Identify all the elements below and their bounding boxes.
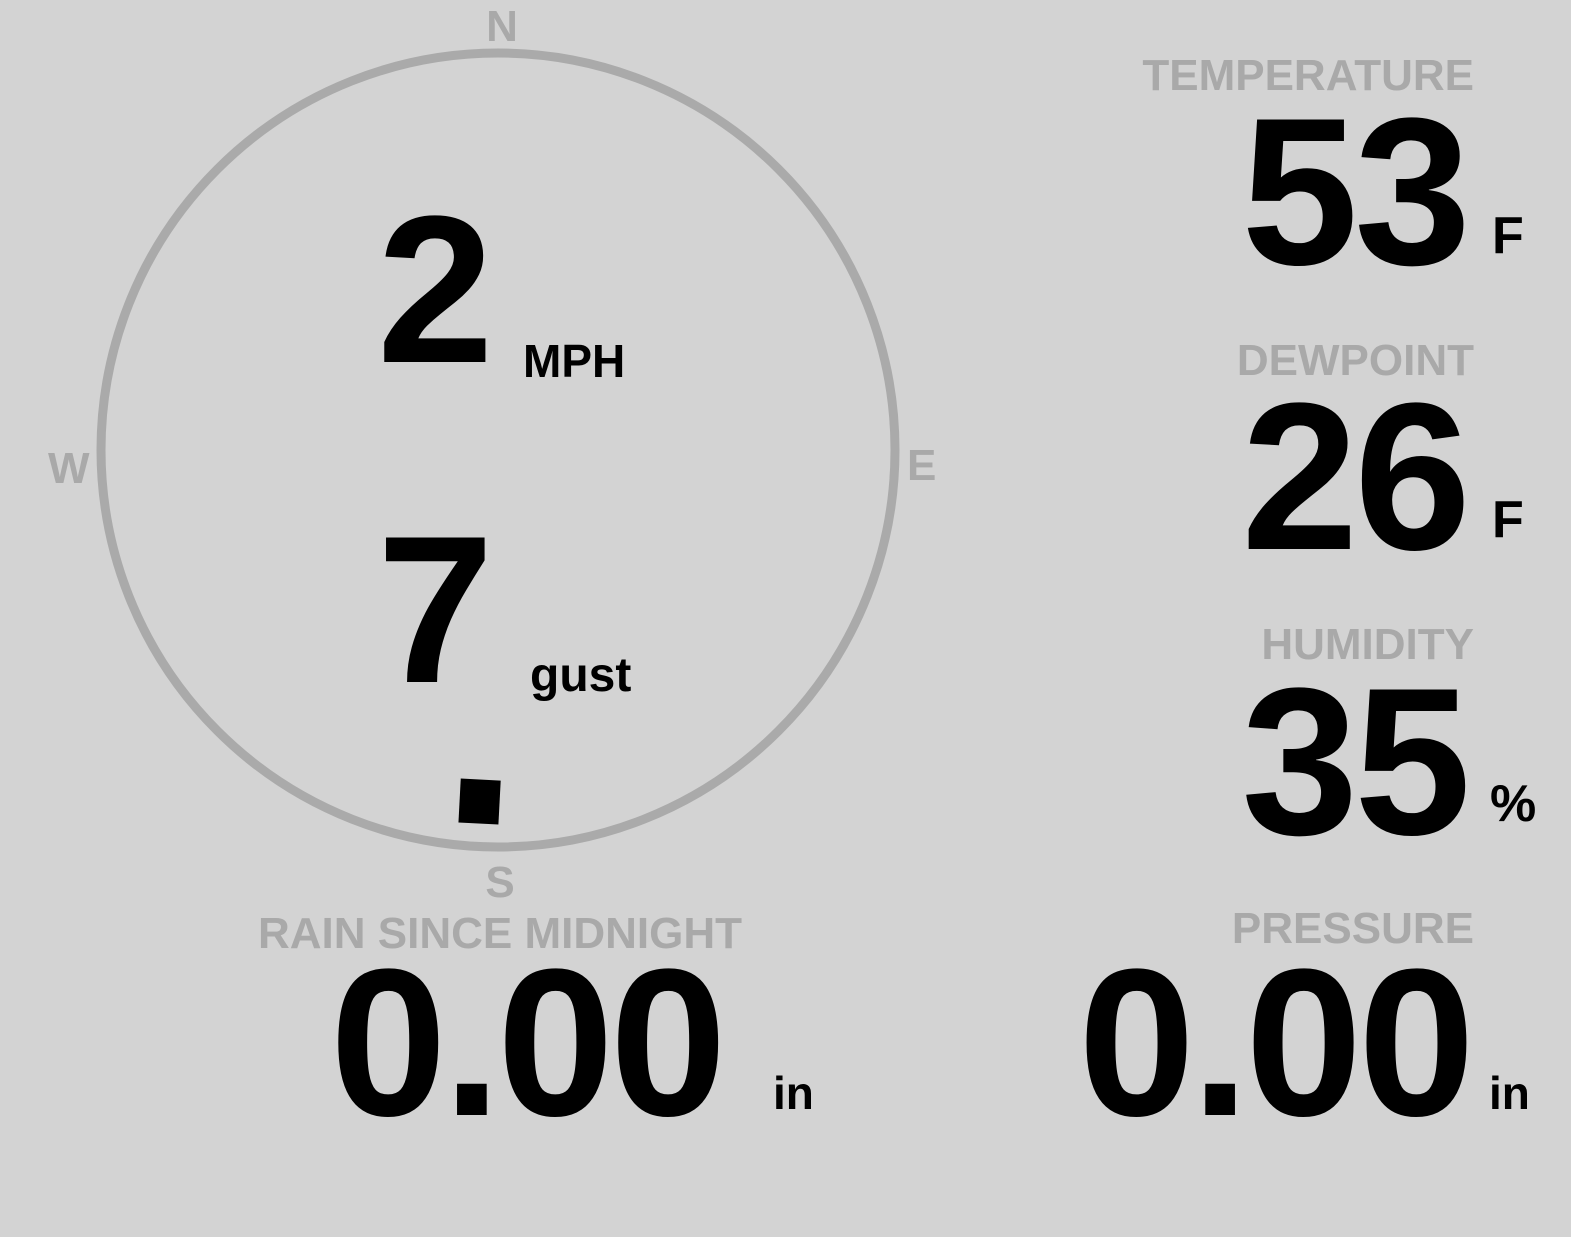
- compass-east-label: E: [907, 441, 937, 490]
- dewpoint-label: DEWPOINT: [1236, 336, 1474, 385]
- wind-gust-label: gust: [530, 649, 632, 702]
- humidity-label: HUMIDITY: [1261, 620, 1474, 669]
- wind-speed-unit: MPH: [523, 335, 626, 387]
- compass-south-label: S: [485, 858, 515, 907]
- rain-value: 0.00: [330, 925, 727, 1160]
- compass-west-label: W: [48, 444, 90, 493]
- compass-ring: [96, 48, 900, 852]
- dewpoint-unit: F: [1492, 491, 1524, 549]
- dewpoint-value: 26: [1241, 359, 1471, 594]
- humidity-value: 35: [1241, 644, 1471, 879]
- temperature-label: TEMPERATURE: [1142, 51, 1474, 100]
- wind-speed-value: 2: [377, 172, 494, 407]
- temperature-value: 53: [1241, 74, 1471, 309]
- pressure-value: 0.00: [1078, 925, 1475, 1160]
- rain-label: RAIN SINCE MIDNIGHT: [258, 909, 742, 958]
- pressure-unit: in: [1489, 1067, 1530, 1119]
- wind-direction-needle: [458, 778, 501, 825]
- wind-gust-value: 7: [377, 492, 494, 727]
- compass-north-label: N: [486, 2, 518, 51]
- rain-unit: in: [773, 1067, 814, 1119]
- temperature-unit: F: [1492, 207, 1524, 265]
- humidity-unit: %: [1490, 775, 1537, 833]
- pressure-label: PRESSURE: [1231, 904, 1474, 953]
